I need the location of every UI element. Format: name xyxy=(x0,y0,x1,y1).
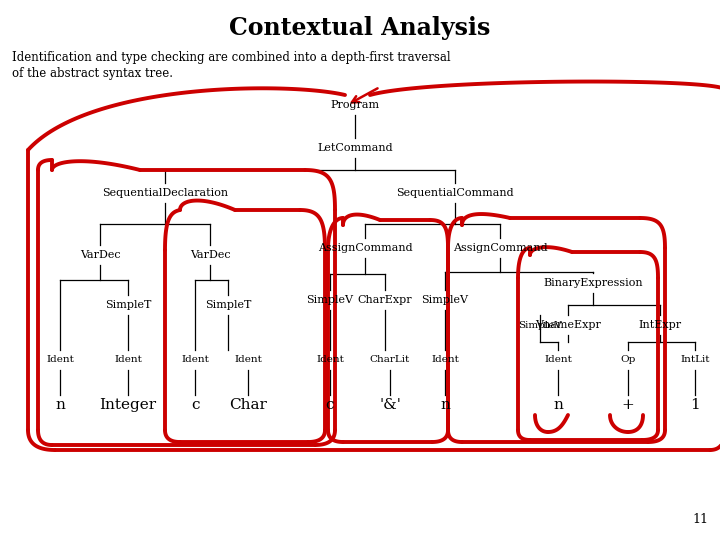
Text: SequentialDeclaration: SequentialDeclaration xyxy=(102,188,228,198)
Text: c: c xyxy=(191,398,199,412)
Text: SimpleV: SimpleV xyxy=(307,295,354,305)
Text: Ident: Ident xyxy=(431,355,459,364)
Text: SimpleV: SimpleV xyxy=(518,321,562,329)
Text: AssignCommand: AssignCommand xyxy=(318,243,413,253)
Text: LetCommand: LetCommand xyxy=(318,143,393,153)
Text: '&': '&' xyxy=(379,398,401,412)
Text: Op: Op xyxy=(621,355,636,364)
Text: IntExpr: IntExpr xyxy=(639,320,682,330)
Text: n: n xyxy=(553,398,563,412)
Text: Contextual Analysis: Contextual Analysis xyxy=(229,16,491,40)
Text: 11: 11 xyxy=(692,513,708,526)
Text: VarDec: VarDec xyxy=(80,250,120,260)
Text: Program: Program xyxy=(330,100,379,110)
Text: VarDec: VarDec xyxy=(189,250,230,260)
Text: Identification and type checking are combined into a depth-first traversal: Identification and type checking are com… xyxy=(12,51,451,64)
Text: Ident: Ident xyxy=(544,355,572,364)
Text: Ident: Ident xyxy=(234,355,262,364)
Text: Ident: Ident xyxy=(181,355,209,364)
Text: +: + xyxy=(621,398,634,412)
Text: Char: Char xyxy=(229,398,267,412)
Text: n: n xyxy=(55,398,65,412)
Text: AssignCommand: AssignCommand xyxy=(453,243,547,253)
Text: SimpleT: SimpleT xyxy=(105,300,151,310)
Text: n: n xyxy=(440,398,450,412)
Text: SimpleT: SimpleT xyxy=(204,300,251,310)
Text: Ident: Ident xyxy=(316,355,344,364)
Text: BinaryExpression: BinaryExpression xyxy=(543,278,643,288)
Text: Ident: Ident xyxy=(46,355,74,364)
Text: IntLit: IntLit xyxy=(680,355,710,364)
Text: SimpleV: SimpleV xyxy=(421,295,469,305)
Text: SequentialCommand: SequentialCommand xyxy=(396,188,514,198)
Text: c: c xyxy=(325,398,334,412)
Text: of the abstract syntax tree.: of the abstract syntax tree. xyxy=(12,68,173,80)
Text: CharExpr: CharExpr xyxy=(358,295,413,305)
Text: CharLit: CharLit xyxy=(370,355,410,364)
Text: Integer: Integer xyxy=(99,398,156,412)
Text: 1: 1 xyxy=(690,398,700,412)
Text: VnameExpr: VnameExpr xyxy=(535,320,601,330)
Text: Ident: Ident xyxy=(114,355,142,364)
